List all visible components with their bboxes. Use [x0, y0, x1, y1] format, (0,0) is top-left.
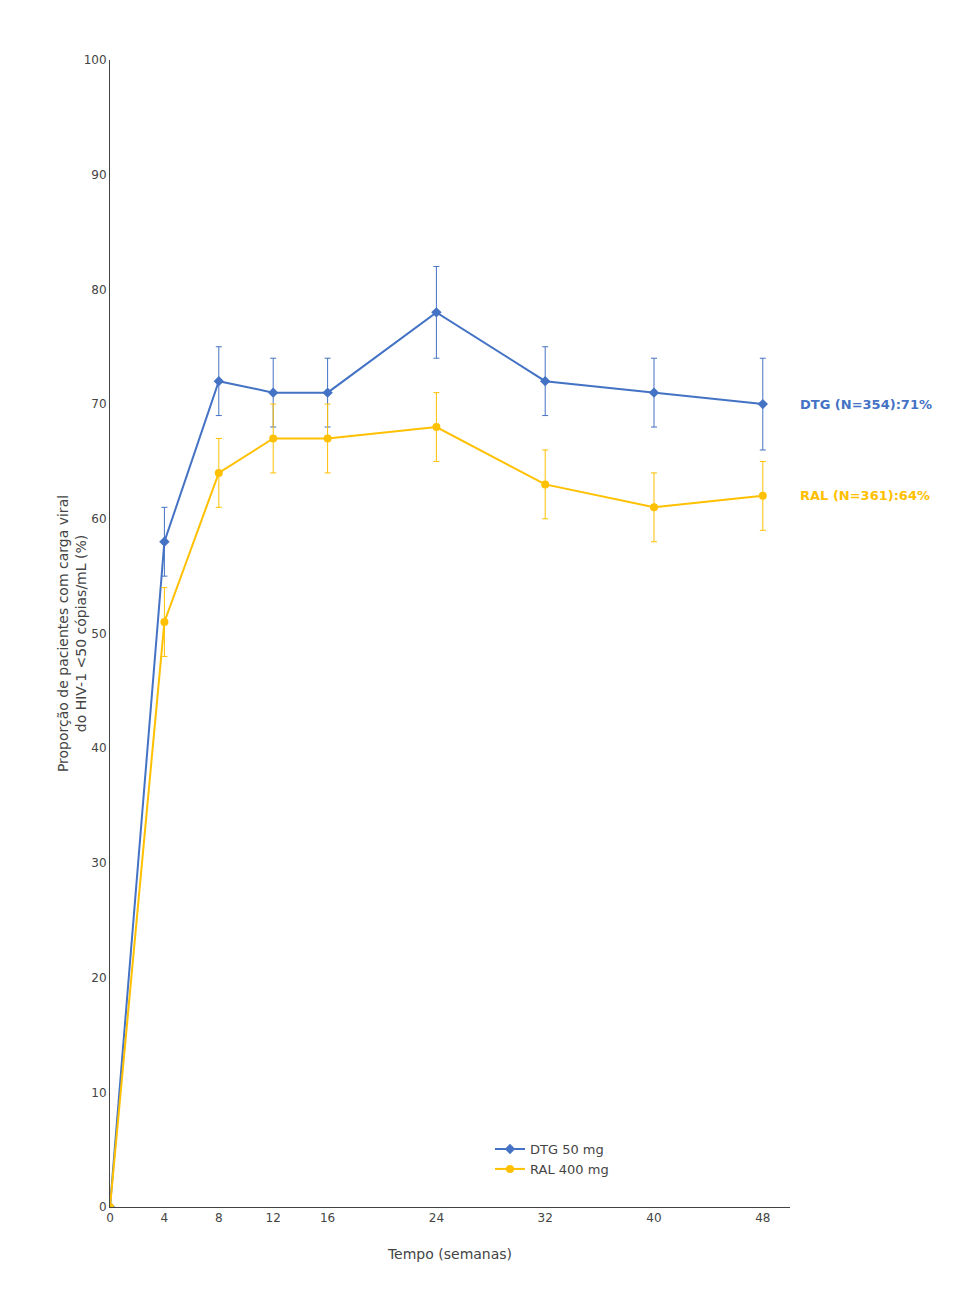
svg-text:RAL 400 mg: RAL 400 mg	[530, 1162, 609, 1177]
svg-text:40: 40	[646, 1211, 661, 1225]
svg-text:10: 10	[91, 1086, 106, 1100]
svg-text:4: 4	[161, 1211, 169, 1225]
svg-text:16: 16	[320, 1211, 335, 1225]
svg-text:Proporção de pacientes com car: Proporção de pacientes com carga viraldo…	[55, 495, 89, 772]
svg-text:32: 32	[538, 1211, 553, 1225]
svg-text:40: 40	[91, 741, 106, 755]
svg-text:60: 60	[91, 512, 106, 526]
svg-text:48: 48	[755, 1211, 770, 1225]
svg-text:80: 80	[91, 283, 106, 297]
svg-text:DTG (N=354):71%: DTG (N=354):71%	[800, 397, 932, 412]
svg-text:RAL (N=361):64%: RAL (N=361):64%	[800, 488, 930, 503]
svg-text:0: 0	[106, 1211, 114, 1225]
svg-text:50: 50	[91, 627, 106, 641]
svg-text:90: 90	[91, 168, 106, 182]
svg-text:12: 12	[266, 1211, 281, 1225]
svg-text:8: 8	[215, 1211, 223, 1225]
svg-text:24: 24	[429, 1211, 444, 1225]
svg-text:100: 100	[84, 53, 107, 67]
svg-text:Tempo (semanas): Tempo (semanas)	[387, 1246, 512, 1262]
svg-text:0: 0	[99, 1200, 107, 1214]
svg-text:70: 70	[91, 397, 106, 411]
svg-text:20: 20	[91, 971, 106, 985]
svg-text:30: 30	[91, 856, 106, 870]
svg-text:DTG 50 mg: DTG 50 mg	[530, 1142, 604, 1157]
